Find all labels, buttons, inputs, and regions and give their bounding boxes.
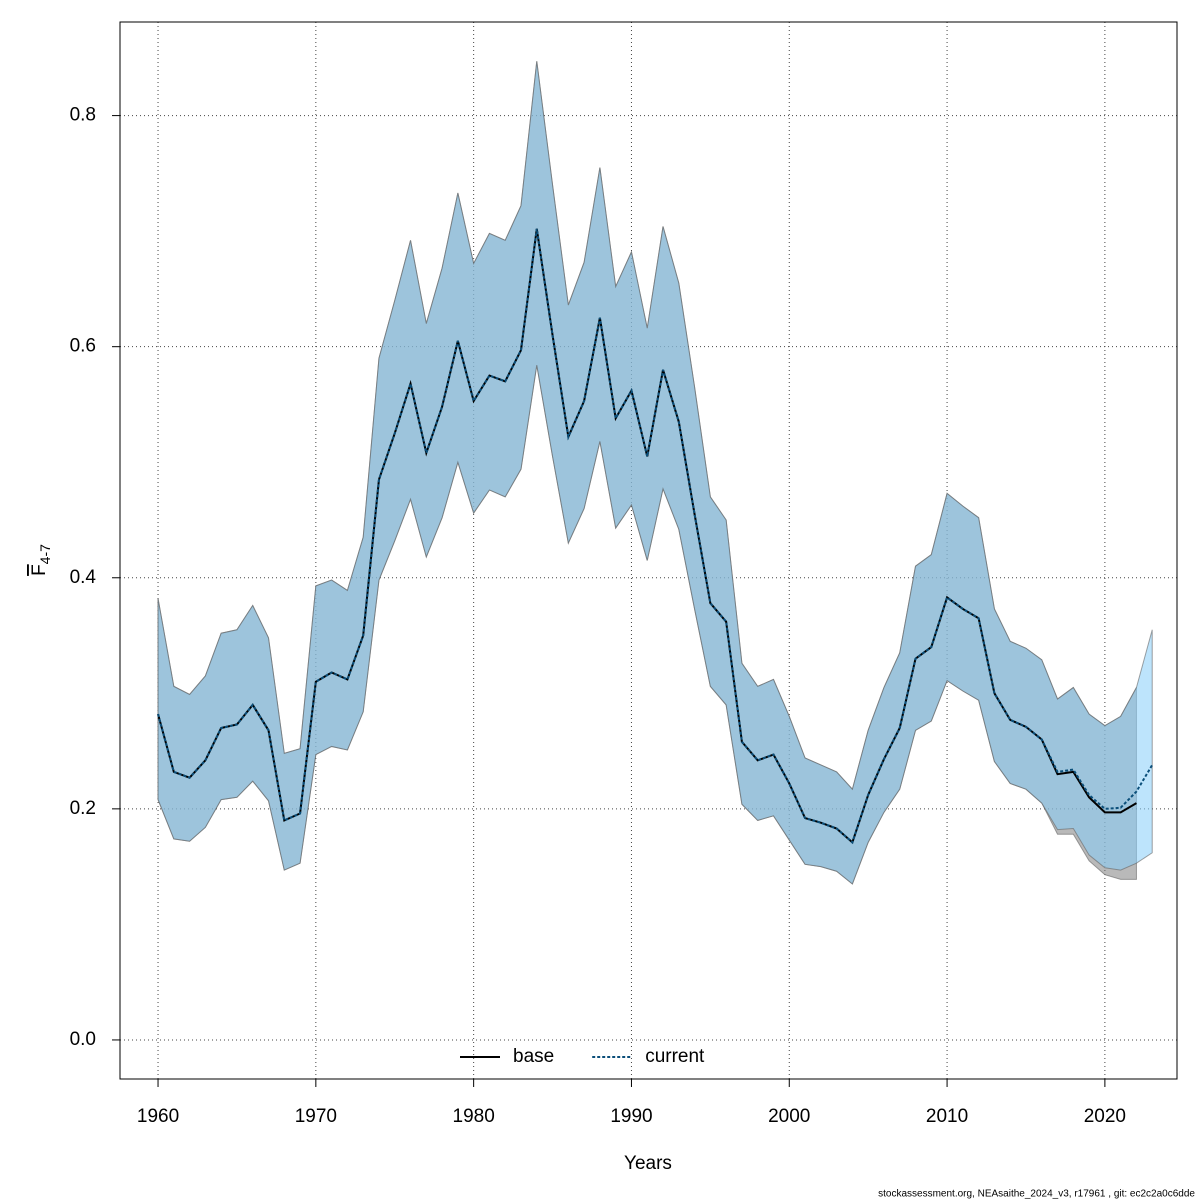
y-tick-label: 0.8 bbox=[70, 105, 96, 126]
legend-label: base bbox=[513, 1046, 554, 1067]
x-tick-label: 2020 bbox=[1084, 1106, 1126, 1127]
y-tick-label: 0.6 bbox=[70, 336, 96, 357]
x-tick-label: 1960 bbox=[137, 1106, 179, 1127]
y-tick-label: 0.0 bbox=[70, 1029, 96, 1050]
x-tick-label: 1980 bbox=[453, 1106, 495, 1127]
footer: stockassessment.org, NEAsaithe_2024_v3, … bbox=[878, 1189, 1195, 1200]
y-axis-label: F4-7 bbox=[29, 544, 53, 576]
y-tick-label: 0.4 bbox=[70, 567, 97, 588]
x-tick-label: 1970 bbox=[295, 1106, 337, 1127]
series-line bbox=[157, 228, 1154, 845]
x-tick-label: 1990 bbox=[610, 1106, 652, 1127]
plot-frame bbox=[119, 21, 1178, 1080]
x-tick-label: 2010 bbox=[926, 1106, 968, 1127]
legend-label: current bbox=[645, 1046, 705, 1067]
x-tick-label: 2000 bbox=[768, 1106, 810, 1127]
confidence-band bbox=[157, 61, 1153, 885]
x-axis-label: Years bbox=[624, 1153, 672, 1174]
y-label-main: F bbox=[29, 564, 50, 576]
y-label-subscript: 4-7 bbox=[37, 544, 53, 564]
y-tick-label: 0.2 bbox=[70, 798, 96, 819]
